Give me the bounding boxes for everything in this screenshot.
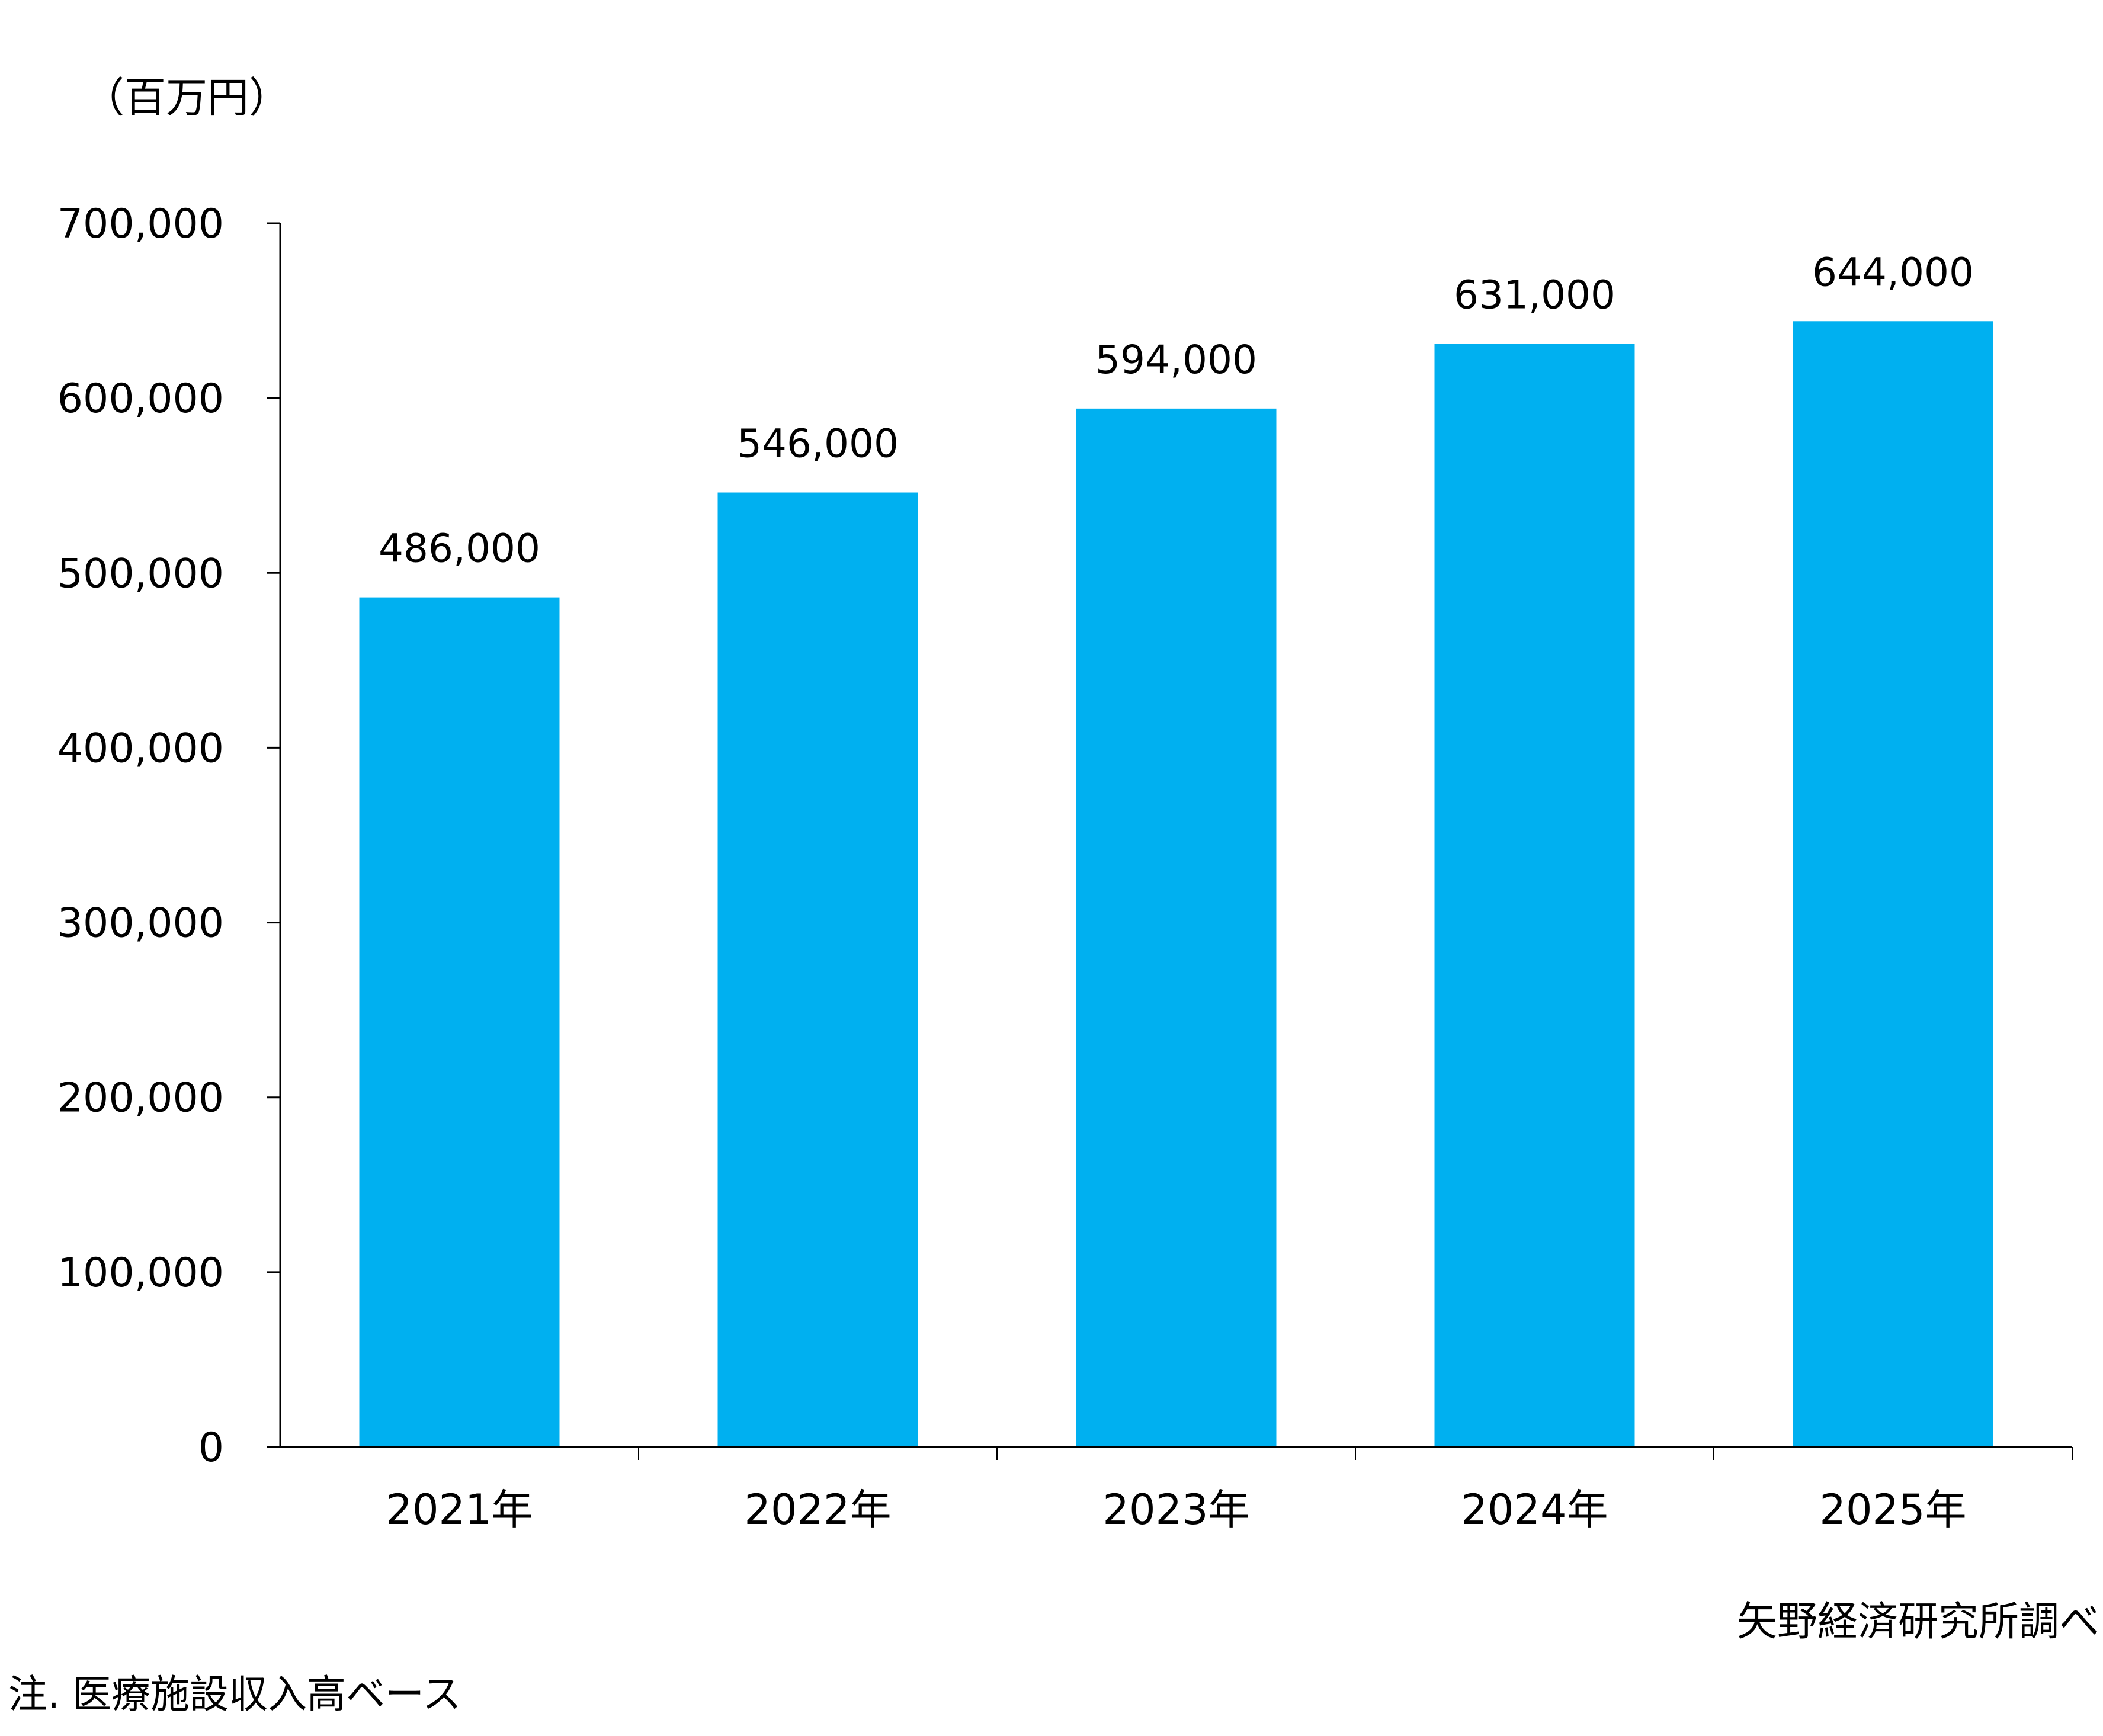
bar-2021年 bbox=[359, 597, 560, 1447]
y-tick-label: 400,000 bbox=[57, 725, 224, 772]
y-tick-label: 500,000 bbox=[57, 550, 224, 597]
x-tick-label: 2024年 bbox=[1461, 1485, 1608, 1534]
value-label: 546,000 bbox=[737, 421, 899, 467]
y-tick-label: 0 bbox=[198, 1424, 224, 1471]
source-note: 矢野経済研究所調べ bbox=[1736, 1599, 2099, 1645]
value-label: 486,000 bbox=[379, 526, 540, 572]
value-label: 631,000 bbox=[1454, 272, 1615, 318]
bar-2024年 bbox=[1434, 344, 1635, 1447]
bar-2022年 bbox=[717, 492, 918, 1447]
bar-2025年 bbox=[1793, 321, 1993, 1447]
bars-layer bbox=[359, 321, 1993, 1447]
labels-layer: 486,000 2021年 546,000 2022年 594,000 2023年 631,… bbox=[57, 201, 1974, 1534]
y-tick-label: 700,000 bbox=[57, 201, 224, 248]
y-tick-label: 600,000 bbox=[57, 376, 224, 422]
x-tick-label: 2025年 bbox=[1819, 1485, 1966, 1534]
bar-2023年 bbox=[1076, 408, 1277, 1447]
x-tick-label: 2021年 bbox=[386, 1485, 533, 1534]
y-tick-label: 100,000 bbox=[57, 1250, 224, 1297]
y-tick-label: 300,000 bbox=[57, 900, 224, 947]
y-axis-unit-label: （百万円） bbox=[83, 73, 290, 122]
value-label: 644,000 bbox=[1812, 249, 1974, 295]
x-tick-label: 2022年 bbox=[744, 1485, 891, 1534]
footnote: 注. 医療施設収入高ベース bbox=[8, 1671, 461, 1717]
axes-layer bbox=[267, 222, 2073, 1460]
x-tick-label: 2023年 bbox=[1102, 1485, 1249, 1534]
value-label: 594,000 bbox=[1095, 337, 1257, 383]
y-tick-label: 200,000 bbox=[57, 1075, 224, 1122]
